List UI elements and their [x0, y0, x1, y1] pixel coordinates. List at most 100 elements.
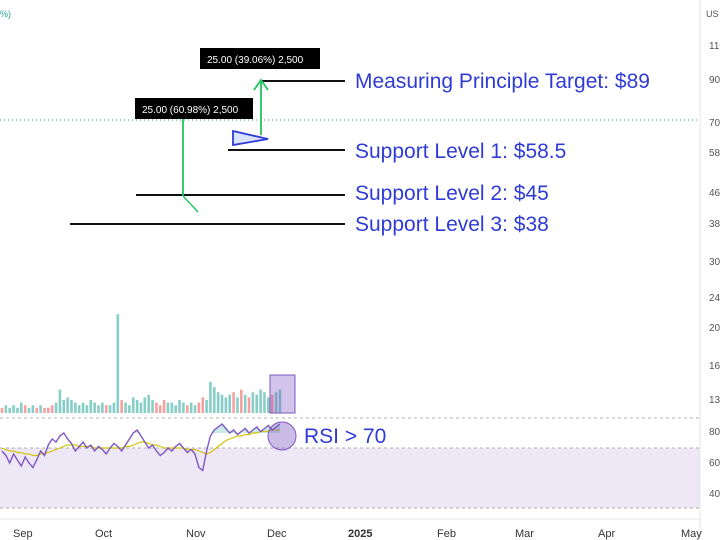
x-tick-label: Dec [267, 528, 287, 540]
volume-bar [247, 397, 251, 413]
volume-bar [39, 405, 42, 413]
measure-arrow-1-base [182, 195, 199, 213]
volume-bar [185, 405, 189, 413]
price-tick-label: 58 [709, 148, 720, 159]
x-tick-label: Oct [95, 528, 112, 540]
volume-bar [54, 402, 58, 413]
rsi-panel [0, 417, 700, 509]
volume-bar [47, 407, 50, 413]
volume-bar [31, 405, 35, 413]
support-1-label: Support Level 1: $58.5 [355, 140, 566, 163]
volume-bar [270, 394, 274, 413]
volume-bar [224, 397, 228, 413]
volume-bar [116, 314, 120, 413]
volume-bar [50, 405, 54, 413]
measure-box-2 [200, 48, 320, 69]
volume-bar [151, 400, 154, 413]
x-tick-label: Feb [437, 528, 456, 540]
volume-bar [255, 394, 259, 413]
volume-bar [128, 405, 131, 413]
volume-bar [77, 405, 81, 413]
volume-bar [189, 402, 193, 413]
pennant-triangle [232, 129, 269, 147]
x-tick-label: May [681, 528, 702, 540]
volume-bar [166, 402, 170, 413]
volume-bar [35, 407, 39, 413]
volume-bar [93, 402, 96, 413]
corner-left-label: %) [0, 9, 11, 19]
volume-bar [220, 394, 224, 413]
volume-bar [259, 389, 262, 413]
rsi-tick-label: 80 [709, 427, 720, 438]
volume-bar [62, 400, 66, 413]
volume-bar [58, 389, 62, 413]
rsi-tick-label: 40 [709, 489, 720, 500]
price-tick-label: 46 [709, 188, 720, 199]
price-tick-label: 38 [709, 219, 720, 230]
volume-bar [108, 405, 112, 413]
volume-bar [263, 392, 266, 413]
volume-bar [178, 400, 181, 413]
price-tick-label: 110 [709, 41, 720, 52]
rsi-signal-line [1, 429, 280, 457]
volume-bar [43, 407, 46, 413]
volume-bar [23, 405, 27, 413]
measure-arrowhead-2 [253, 78, 269, 91]
x-tick-label: Sep [13, 528, 33, 540]
support-levels: Measuring Principle Target: $89 Support … [70, 70, 650, 236]
pennant-pattern [232, 129, 297, 451]
rsi-overbought-fill [2, 424, 280, 433]
volume-bar [205, 400, 208, 413]
price-tick-label: 13 [709, 395, 720, 406]
price-tick-label: 24 [709, 293, 720, 304]
measure-box-2-label: 25.00 (39.06%) 2,500 [207, 55, 304, 66]
rsi-lines [1, 423, 281, 472]
volume-bars [0, 314, 282, 413]
target-label: Measuring Principle Target: $89 [355, 70, 650, 93]
volume-bar [97, 405, 100, 413]
volume-bar [143, 397, 147, 413]
volume-bar [170, 402, 174, 413]
volume-bar [101, 402, 104, 413]
volume-bar [193, 405, 197, 413]
volume-bar [89, 400, 93, 413]
x-tick-label: Mar [515, 528, 534, 540]
price-tick-label: 30 [709, 257, 720, 268]
volume-bar [216, 392, 220, 413]
volume-bar [4, 405, 8, 413]
volume-bar [228, 394, 232, 413]
volume-bar [112, 402, 116, 413]
volume-bar [232, 392, 235, 413]
volume-bar [278, 389, 282, 413]
volume-bar [139, 402, 143, 413]
volume-bar [240, 389, 243, 413]
volume-bar [27, 407, 31, 413]
support-3-label: Support Level 3: $38 [355, 213, 549, 236]
rsi-line [1, 423, 281, 472]
volume-bar [12, 405, 15, 413]
volume-bar [81, 402, 85, 413]
volume-bar [120, 400, 123, 413]
volume-bar [267, 397, 270, 413]
volume-bar [0, 407, 4, 413]
x-tick-label: Nov [186, 528, 206, 540]
volume-bar [74, 402, 77, 413]
volume-bar [162, 400, 166, 413]
volume-bar [135, 400, 139, 413]
volume-bar [70, 400, 73, 413]
volume-bar [158, 405, 162, 413]
volume-bar [213, 387, 216, 413]
price-tick-label: 70 [709, 118, 720, 129]
x-tick-label: Apr [598, 528, 615, 540]
volume-bar [8, 407, 12, 413]
volume-bar [209, 381, 212, 413]
volume-bar [274, 392, 278, 413]
volume-bar [16, 407, 19, 413]
rsi-highlight [267, 421, 297, 451]
price-tick-label: 16 [709, 361, 720, 372]
rsi-band [0, 448, 700, 508]
volume-bar [104, 405, 108, 413]
volume-bar [236, 397, 239, 413]
volume-bar [155, 402, 158, 413]
